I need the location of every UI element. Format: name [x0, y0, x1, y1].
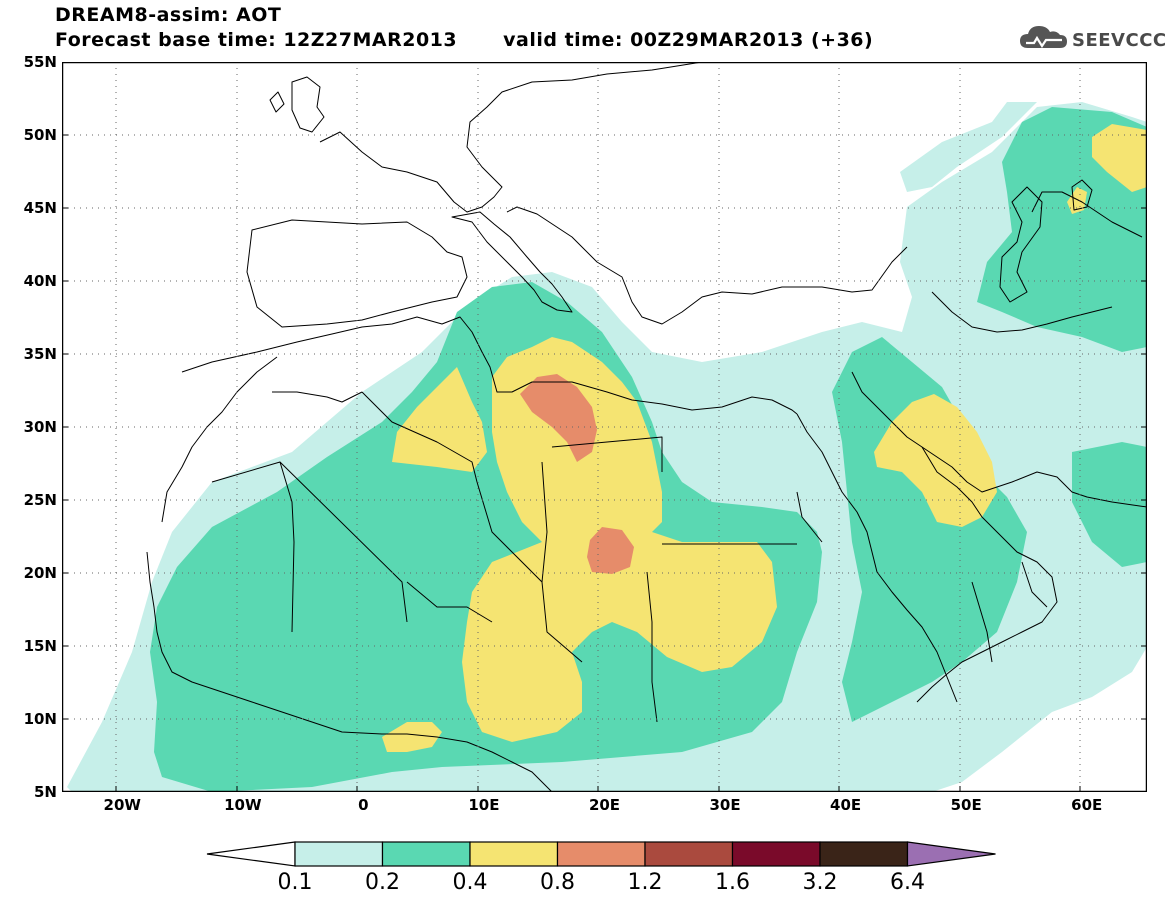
gridlines [62, 62, 1147, 792]
colorbar-box [556, 841, 646, 867]
logo: SEEVCCC [1018, 22, 1165, 54]
lat-label: 50N [23, 126, 57, 144]
lon-label: 20E [588, 796, 621, 814]
lat-label: 30N [23, 418, 57, 436]
lat-label: 5N [34, 783, 57, 801]
lat-label: 20N [23, 564, 57, 582]
lat-label: 15N [23, 637, 57, 655]
valid-time: valid time: 00Z29MAR2013 (+36) [503, 29, 874, 51]
colorbar-box [469, 841, 559, 867]
colorbar-label: 6.4 [890, 870, 925, 895]
colorbar-label: 1.2 [627, 870, 663, 895]
aot-level-0.2 [150, 107, 1147, 792]
colorbar-label: 0.1 [277, 870, 313, 895]
map-plot [62, 62, 1147, 792]
title-line-1: DREAM8-assim: AOT [55, 4, 282, 26]
forecast-base-time: Forecast base time: 12Z27MAR2013 [55, 29, 458, 51]
colorbar-label: 0.4 [452, 870, 488, 895]
colorbar-label: 3.2 [802, 870, 838, 895]
lat-label: 55N [23, 53, 57, 71]
colorbar-box [819, 841, 909, 867]
colorbar-label: 0.2 [365, 870, 400, 895]
lat-label: 35N [23, 345, 57, 363]
lon-label: 10E [468, 796, 500, 814]
logo-text: SEEVCCC [1072, 30, 1165, 51]
lat-label: 40N [23, 272, 57, 290]
lon-label: 10W [224, 796, 262, 814]
colorbar-label: 1.6 [715, 870, 750, 895]
lon-label: 20W [103, 796, 141, 814]
lon-label: 50E [950, 796, 982, 814]
colorbar-box [294, 841, 384, 867]
colorbar-box [644, 841, 734, 867]
colorbar-box [381, 841, 471, 867]
colorbar [206, 841, 996, 867]
lon-label: 0 [358, 796, 369, 814]
colorbar-arrow-low [206, 841, 296, 867]
lon-label: 40E [830, 796, 862, 814]
colorbar-box [731, 841, 821, 867]
colorbar-label: 0.8 [540, 870, 575, 895]
lat-label: 25N [23, 491, 57, 509]
title-line-2: Forecast base time: 12Z27MAR2013 valid ti… [55, 29, 873, 51]
colorbar-arrow-high [906, 841, 996, 867]
aot-level-0.8 [520, 374, 634, 574]
cloud-icon [1020, 26, 1067, 49]
lat-label: 10N [23, 710, 57, 728]
lat-label: 45N [23, 199, 57, 217]
lon-label: 60E [1071, 796, 1103, 814]
map-border [62, 62, 1147, 792]
lon-label: 30E [709, 796, 741, 814]
